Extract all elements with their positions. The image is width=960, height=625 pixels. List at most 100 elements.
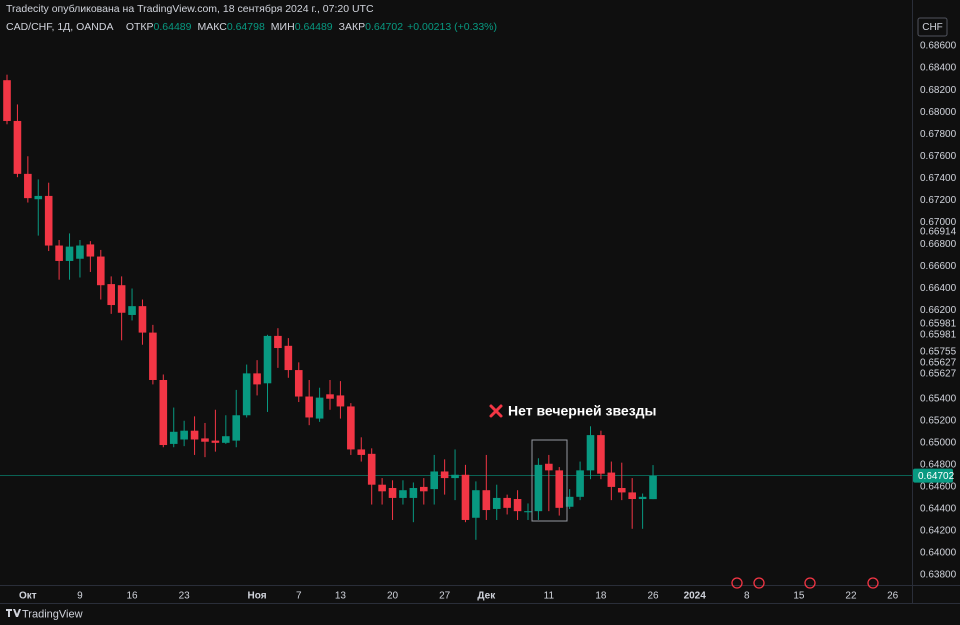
- x-tick-label: 20: [387, 591, 399, 602]
- candle-body: [326, 394, 334, 399]
- candle-body: [440, 471, 449, 479]
- candle-body: [3, 80, 11, 121]
- candle-body: [294, 370, 303, 397]
- candle-body: [107, 284, 116, 306]
- symbol-legend: CAD/CHF, 1Д, OANDA ОТКР 0.64489 МАКС0.6479…: [6, 21, 497, 33]
- candle-body: [76, 245, 84, 259]
- candle-body: [315, 397, 324, 419]
- candle-body: [534, 464, 543, 512]
- y-tick-label: 0.63800: [920, 570, 957, 581]
- candle-body: [482, 490, 491, 511]
- candle-body: [378, 484, 386, 492]
- y-tick-label: 0.68400: [920, 63, 957, 74]
- y-tick-label: 0.68000: [920, 107, 957, 118]
- candle-body: [159, 379, 168, 446]
- highlight-box: [531, 439, 568, 522]
- brand-logo[interactable]: [6, 609, 21, 617]
- candle-body: [347, 406, 355, 450]
- y-tick-label: 0.64400: [920, 504, 957, 515]
- y-tick-label: 0.64800: [920, 460, 957, 471]
- legend-value: 0.64489: [295, 21, 333, 33]
- candle-body: [503, 497, 511, 508]
- price-label: 0.65755: [920, 346, 957, 357]
- y-tick-label: 0.68600: [920, 41, 957, 52]
- candle-body: [13, 120, 22, 174]
- candle-body: [190, 430, 199, 440]
- legend-label: МАКС: [197, 21, 227, 33]
- x-tick-label: 15: [793, 591, 805, 602]
- candle-body: [211, 440, 220, 443]
- y-tick-label: 0.67200: [920, 195, 957, 206]
- x-tick-label: 26: [887, 591, 899, 602]
- candle-body: [492, 497, 501, 509]
- candle-body: [367, 453, 376, 485]
- brand-name[interactable]: TradingView: [22, 608, 83, 620]
- y-tick-label: 0.67600: [920, 151, 957, 162]
- candle-body: [284, 345, 293, 371]
- candle-body: [409, 488, 418, 498]
- candle-body: [65, 246, 74, 261]
- x-tick-label: 2024: [684, 591, 707, 602]
- candle-body: [419, 486, 428, 492]
- publisher-line: Tradecity опубликована на TradingView.co…: [6, 3, 374, 15]
- y-tick-label: 0.66200: [920, 305, 957, 316]
- y-tick-label: 0.67400: [920, 173, 957, 184]
- candle-body: [513, 499, 522, 512]
- y-tick-label: 0.66400: [920, 283, 957, 294]
- x-tick-label: 13: [335, 591, 347, 602]
- candle-body: [24, 173, 32, 199]
- x-tick-label: 23: [179, 591, 191, 602]
- y-tick-label: 0.64000: [920, 548, 957, 559]
- x-tick-label: 8: [744, 591, 750, 602]
- candle-body: [232, 415, 241, 441]
- candle-body: [597, 435, 605, 474]
- candle-body: [607, 472, 616, 487]
- candle-body: [628, 492, 636, 500]
- candle-body: [138, 306, 147, 333]
- y-tick-label: 0.65400: [920, 393, 957, 404]
- y-tick-label: 0.68200: [920, 85, 957, 96]
- x-tick-label: 18: [595, 591, 607, 602]
- candle-body: [128, 306, 136, 315]
- x-tick-label: 9: [77, 591, 83, 602]
- currency[interactable]: CHF: [922, 22, 943, 33]
- y-tick-label: 0.64200: [920, 526, 957, 537]
- currency-box[interactable]: [917, 17, 948, 37]
- candle-body: [222, 436, 230, 443]
- candle-body: [461, 474, 470, 520]
- candle-body: [117, 285, 126, 313]
- plot-area: [0, 74, 912, 540]
- candle-body: [472, 490, 480, 518]
- legend-value: 0.64798: [227, 21, 265, 33]
- candle-body: [565, 496, 574, 507]
- candle-body: [305, 396, 313, 418]
- price-label: 0.65627: [920, 368, 957, 379]
- event-icons[interactable]: [731, 577, 879, 589]
- legend-label: ОТКР: [126, 21, 154, 33]
- price-label: 0.65981: [920, 329, 957, 340]
- candle-body: [253, 373, 261, 385]
- x-tick-label: 11: [544, 591, 555, 602]
- y-tick-label: 0.67000: [920, 217, 957, 228]
- candle-body: [430, 471, 439, 490]
- x-tick-label: 27: [439, 591, 451, 602]
- candle-body: [545, 463, 553, 471]
- candle-body: [586, 435, 595, 471]
- legend-label: МИН: [271, 21, 295, 33]
- candle-body: [451, 474, 459, 479]
- y-tick-label: 0.66600: [920, 261, 957, 272]
- candle-body: [263, 335, 272, 384]
- candle-body: [649, 475, 657, 500]
- candle-body: [399, 490, 407, 498]
- candle-body: [34, 195, 43, 200]
- y-tick-label: 0.66800: [920, 239, 957, 250]
- candle-body: [55, 245, 63, 261]
- candle-body: [336, 395, 345, 407]
- x-tick-label: Ноя: [248, 591, 267, 602]
- annotation-icon: [489, 404, 503, 418]
- annotation-text: Нет вечерней звезды: [508, 403, 657, 419]
- candle-body: [86, 244, 95, 257]
- legend-change: +0.00213 (+0.33%): [407, 21, 497, 33]
- symbol: CAD/CHF, 1Д, OANDA: [6, 21, 113, 33]
- y-tick-label: 0.65000: [920, 437, 957, 448]
